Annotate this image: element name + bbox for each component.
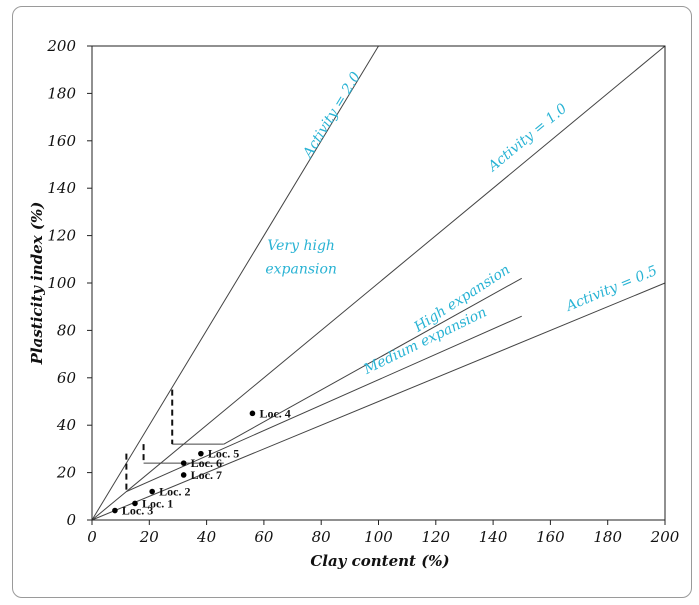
point-label-loc3: Loc. 3 bbox=[122, 504, 153, 518]
x-tick-label-200: 200 bbox=[650, 528, 680, 546]
zone-boundaries bbox=[125, 277, 522, 493]
y-tick-label-40: 40 bbox=[56, 416, 77, 434]
y-tick-label-160: 160 bbox=[47, 132, 76, 150]
chart-frame bbox=[12, 6, 692, 598]
y-tick-label-20: 20 bbox=[56, 464, 77, 482]
activity-line-1 bbox=[91, 45, 666, 521]
y-tick-label-0: 0 bbox=[66, 511, 76, 529]
x-tick-label-60: 60 bbox=[254, 528, 274, 546]
y-tick-label-200: 200 bbox=[46, 37, 76, 55]
activity-line-0 bbox=[91, 45, 379, 521]
y-axis-title: Plasticity index (%) bbox=[28, 202, 46, 366]
point-label-loc6: Loc. 6 bbox=[191, 456, 222, 470]
x-tick-label-160: 160 bbox=[536, 528, 565, 546]
point-loc5 bbox=[198, 450, 204, 457]
zone-labels: Activity = 2.0 Activity = 1.0 Activity = 0… bbox=[265, 69, 659, 378]
activity-line-2 bbox=[91, 282, 666, 521]
point-loc1 bbox=[132, 500, 138, 507]
y-tick-label-140: 140 bbox=[47, 179, 76, 197]
point-loc2 bbox=[149, 488, 155, 495]
zone-label-0: Very high bbox=[267, 238, 335, 254]
zone-label-1: expansion bbox=[265, 262, 337, 278]
point-loc4 bbox=[249, 410, 256, 417]
y-tick-label-80: 80 bbox=[57, 321, 77, 339]
y-tick-label-100: 100 bbox=[47, 274, 76, 292]
y-tick-label-60: 60 bbox=[57, 369, 77, 387]
x-tick-label-20: 20 bbox=[139, 528, 160, 546]
x-tick-label-100: 100 bbox=[364, 528, 393, 546]
point-label-loc5: Loc. 5 bbox=[208, 447, 239, 461]
x-axis-title: Clay content (%) bbox=[310, 552, 449, 570]
reference-lines bbox=[91, 45, 666, 521]
point-loc7 bbox=[180, 472, 187, 478]
activity-label-1: Activity = 1.0 bbox=[484, 101, 570, 176]
zone-boundary-line-1 bbox=[126, 315, 522, 493]
activity-label-0: Activity = 2.0 bbox=[299, 69, 364, 162]
point-loc3 bbox=[112, 507, 118, 514]
point-label-loc2: Loc. 2 bbox=[159, 485, 190, 499]
zone-boundary-line-0 bbox=[223, 277, 522, 445]
point-label-loc4: Loc. 4 bbox=[259, 406, 290, 420]
point-label-loc1: Loc. 1 bbox=[142, 496, 173, 510]
point-label-loc7: Loc. 7 bbox=[191, 468, 222, 482]
y-tick-label-180: 180 bbox=[47, 84, 76, 102]
x-tick-label-140: 140 bbox=[479, 528, 508, 546]
x-tick-label-40: 40 bbox=[196, 528, 217, 546]
y-tick-label-120: 120 bbox=[47, 227, 76, 245]
point-loc6 bbox=[180, 460, 187, 466]
x-tick-label-0: 0 bbox=[87, 528, 97, 546]
x-axis-ticks: 0 20 40 60 80 100 120 140 160 180 200 bbox=[87, 520, 680, 546]
x-tick-label-120: 120 bbox=[421, 528, 450, 546]
x-tick-label-80: 80 bbox=[312, 528, 332, 546]
x-tick-label-180: 180 bbox=[593, 528, 622, 546]
activity-label-2: Activity = 0.5 bbox=[562, 263, 660, 316]
y-axis-ticks: 0 20 40 60 80 100 120 140 160 180 200 bbox=[46, 37, 92, 529]
